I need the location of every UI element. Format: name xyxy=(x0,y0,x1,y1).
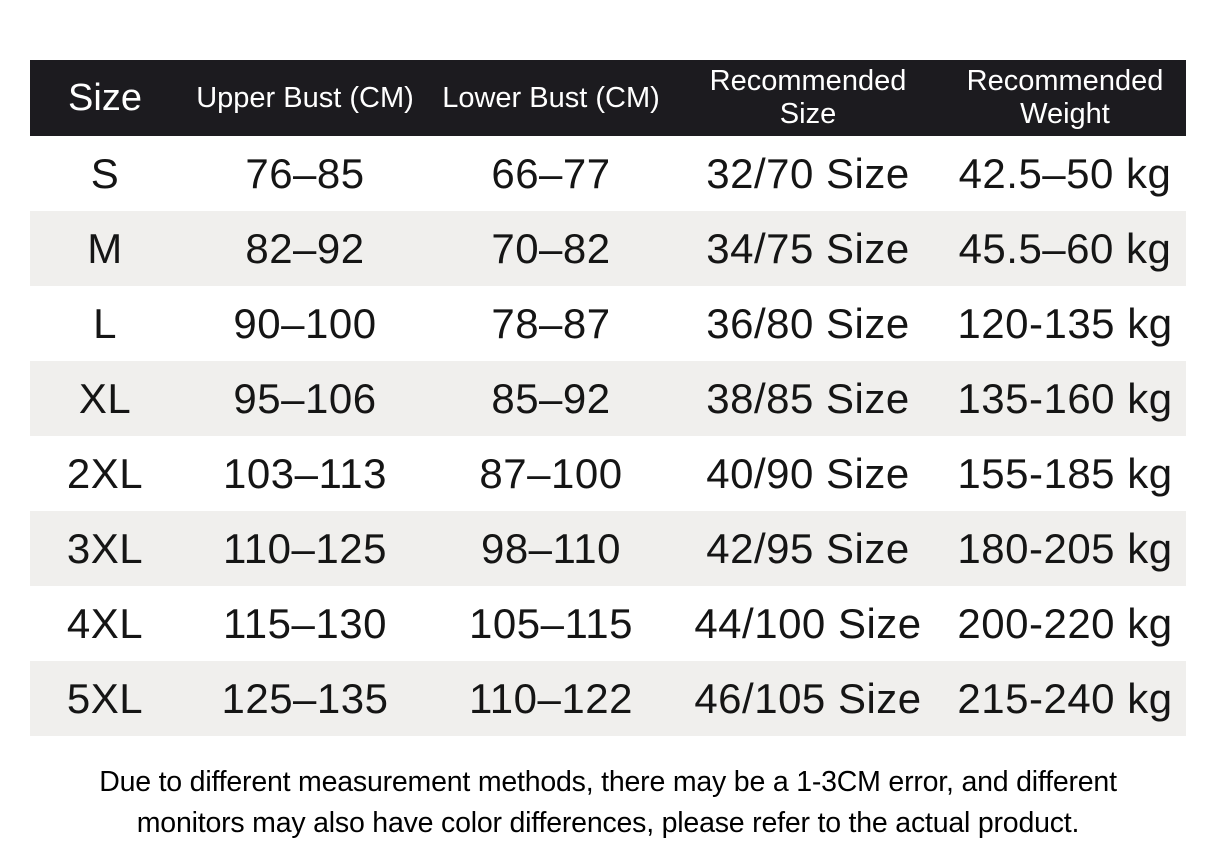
cell-size: 2XL xyxy=(66,449,144,497)
cell-lower-bust: 66–77 xyxy=(491,149,611,197)
cell-upper-bust: 115–130 xyxy=(223,599,387,647)
cell-size: 4XL xyxy=(66,599,144,647)
cell-lower-bust: 78–87 xyxy=(491,299,611,347)
cell-recommended-weight: 200-220 kg xyxy=(957,599,1173,647)
table-row-m: M 82–92 70–82 34/75 Size 45.5–60 kg xyxy=(30,211,1186,286)
cell-size: L xyxy=(93,299,117,347)
column-header-upper-bust: Upper Bust (CM) xyxy=(180,60,430,136)
disclaimer-note: Due to different measurement methods, th… xyxy=(0,762,1216,844)
cell-upper-bust: 82–92 xyxy=(245,224,365,272)
header-row: Size Upper Bust (CM) Lower Bust (CM) Recomm… xyxy=(30,60,1186,136)
column-header-size: Size xyxy=(30,60,180,136)
cell-recommended-weight: 42.5–50 kg xyxy=(958,149,1172,197)
table-row-l: L 90–100 78–87 36/80 Size 120-135 kg xyxy=(30,286,1186,361)
table-row-s: S 76–85 66–77 32/70 Size 42.5–50 kg xyxy=(30,136,1186,211)
cell-recommended-weight: 155-185 kg xyxy=(957,449,1173,497)
cell-lower-bust: 98–110 xyxy=(480,524,622,572)
cell-lower-bust: 85–92 xyxy=(491,374,611,422)
cell-size: S xyxy=(90,149,120,197)
column-header-recommended-size: Recommended Size xyxy=(672,60,944,136)
cell-upper-bust: 125–135 xyxy=(221,674,389,722)
cell-recommended-size: 40/90 Size xyxy=(706,449,910,497)
cell-recommended-size: 34/75 Size xyxy=(706,224,910,272)
cell-size: XL xyxy=(78,374,132,422)
cell-upper-bust: 95–106 xyxy=(233,374,377,422)
size-chart-table: Size Upper Bust (CM) Lower Bust (CM) Recomm… xyxy=(30,60,1186,736)
cell-lower-bust: 87–100 xyxy=(479,449,623,497)
cell-recommended-size: 36/80 Size xyxy=(706,299,910,347)
cell-upper-bust: 103–113 xyxy=(223,449,387,497)
table-row-5xl: 5XL 125–135 110–122 46/105 Size 215-240 kg xyxy=(30,661,1186,736)
cell-size: M xyxy=(87,224,123,272)
size-chart-header: Size Upper Bust (CM) Lower Bust (CM) Recomm… xyxy=(30,60,1186,136)
cell-lower-bust: 70–82 xyxy=(491,224,611,272)
table-row-3xl: 3XL 110–125 98–110 42/95 Size 180-205 kg xyxy=(30,511,1186,586)
table-row-4xl: 4XL 115–130 105–115 44/100 Size 200-220 kg xyxy=(30,586,1186,661)
column-header-lower-bust: Lower Bust (CM) xyxy=(430,60,672,136)
cell-recommended-size: 42/95 Size xyxy=(706,524,910,572)
cell-recommended-size: 32/70 Size xyxy=(706,149,910,197)
cell-recommended-weight: 120-135 kg xyxy=(957,299,1173,347)
cell-upper-bust: 76–85 xyxy=(245,149,365,197)
table-row-xl: XL 95–106 85–92 38/85 Size 135-160 kg xyxy=(30,361,1186,436)
cell-upper-bust: 90–100 xyxy=(233,299,377,347)
cell-lower-bust: 105–115 xyxy=(469,599,633,647)
cell-lower-bust: 110–122 xyxy=(469,674,633,722)
column-header-recommended-weight: Recommended Weight xyxy=(944,60,1186,136)
cell-upper-bust: 110–125 xyxy=(223,524,387,572)
size-chart-body: S 76–85 66–77 32/70 Size 42.5–50 kg M 82–92 70–… xyxy=(30,136,1186,736)
cell-size: 3XL xyxy=(66,524,144,572)
cell-recommended-size: 38/85 Size xyxy=(706,374,910,422)
cell-recommended-size: 46/105 Size xyxy=(694,674,922,722)
disclaimer-line-1: Due to different measurement methods, th… xyxy=(99,766,1117,798)
cell-recommended-weight: 45.5–60 kg xyxy=(958,224,1172,272)
cell-recommended-size: 44/100 Size xyxy=(694,599,922,647)
disclaimer-line-2: monitors may also have color differences… xyxy=(136,807,1080,839)
cell-size: 5XL xyxy=(66,674,144,722)
cell-recommended-weight: 215-240 kg xyxy=(957,674,1173,722)
cell-recommended-weight: 180-205 kg xyxy=(957,524,1173,572)
cell-recommended-weight: 135-160 kg xyxy=(957,374,1173,422)
table-row-2xl: 2XL 103–113 87–100 40/90 Size 155-185 kg xyxy=(30,436,1186,511)
